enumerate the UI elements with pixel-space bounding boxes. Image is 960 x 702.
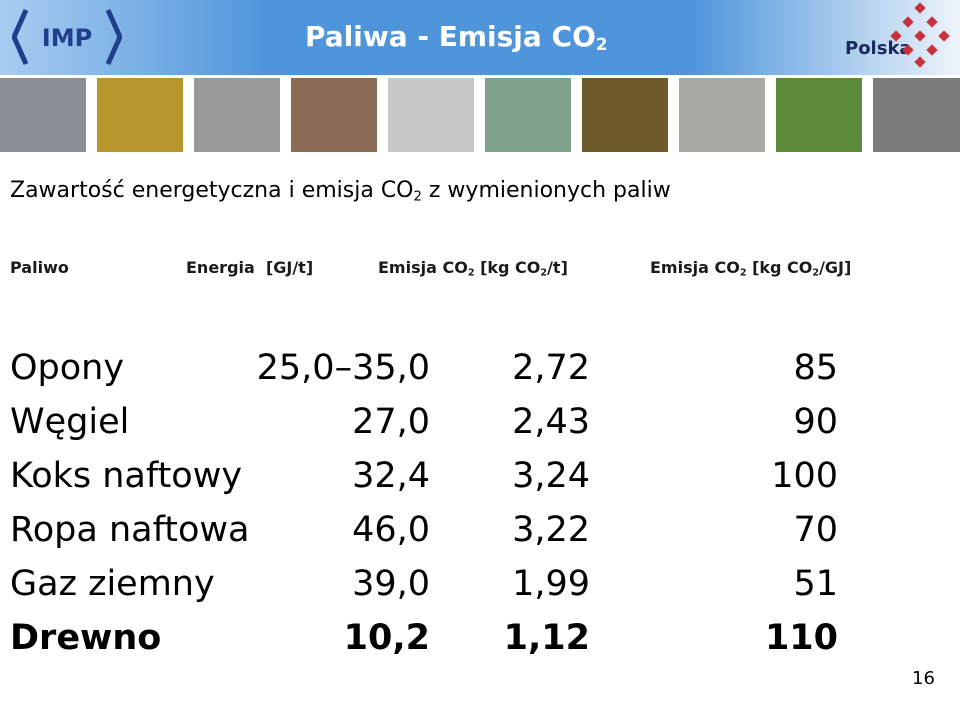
- column-header: Emisja CO2 [kg CO2/GJ]: [650, 258, 851, 278]
- cell-value: 25,0–35,0: [256, 348, 430, 388]
- text: Zawartość energetyczna i emisja CO: [10, 178, 414, 203]
- text: z wymienionych paliw: [421, 178, 671, 203]
- row-label: Koks naftowy: [10, 456, 243, 496]
- photo: [485, 78, 571, 152]
- cell-value: 10,2: [343, 618, 430, 658]
- cell-value: 70: [793, 510, 838, 550]
- subscript: 2: [739, 267, 747, 279]
- subscript: 2: [467, 267, 475, 279]
- subscript: 2: [595, 34, 608, 55]
- page-number: 16: [912, 668, 935, 689]
- cell-value: 46,0: [352, 510, 430, 550]
- title: Paliwa - Emisja CO2: [305, 20, 608, 54]
- cell-value: 51: [793, 564, 838, 604]
- text: /GJ]: [819, 258, 852, 277]
- cell-value: 1,12: [503, 618, 590, 658]
- logo-text: IMP: [42, 24, 92, 52]
- photo: [582, 78, 668, 152]
- cell-value: 90: [793, 402, 838, 442]
- text: [kg CO: [746, 258, 813, 277]
- row-label: Ropa naftowa: [10, 510, 250, 550]
- cell-value: 2,72: [512, 348, 590, 388]
- photo: [873, 78, 960, 152]
- row-label: Węgiel: [10, 402, 130, 442]
- photo: [194, 78, 280, 152]
- photo: [679, 78, 765, 152]
- cell-value: 85: [793, 348, 838, 388]
- cell-value: 1,99: [512, 564, 590, 604]
- row-label: Opony: [10, 348, 125, 388]
- text: Emisja CO: [378, 258, 468, 277]
- cell-value: 110: [764, 618, 838, 658]
- text: /t]: [547, 258, 568, 277]
- row-label: Gaz ziemny: [10, 564, 215, 604]
- photo: [97, 78, 183, 152]
- text: Energia [GJ/t]: [186, 258, 314, 277]
- cell-value: 27,0: [352, 402, 430, 442]
- brand-mark: [890, 2, 950, 68]
- photo: [776, 78, 862, 152]
- text: Paliwa - Emisja CO: [305, 20, 596, 53]
- cell-value: 3,24: [512, 456, 590, 496]
- subscript: 2: [812, 267, 820, 279]
- photo: [291, 78, 377, 152]
- column-header: Paliwo: [10, 258, 69, 277]
- cell-value: 32,4: [352, 456, 430, 496]
- text: [kg CO: [474, 258, 541, 277]
- cell-value: 3,22: [512, 510, 590, 550]
- text: Paliwo: [10, 258, 69, 277]
- header-band: [0, 0, 960, 75]
- cell-value: 100: [771, 456, 838, 496]
- brand: Polska: [845, 38, 912, 59]
- cell-value: 2,43: [512, 402, 590, 442]
- subtitle: Zawartość energetyczna i emisja CO2 z wy…: [10, 178, 671, 204]
- row-label: Drewno: [10, 618, 162, 658]
- photo: [0, 78, 86, 152]
- logo: IMP: [12, 8, 122, 66]
- text: Emisja CO: [650, 258, 740, 277]
- subscript: 2: [413, 189, 422, 205]
- subscript: 2: [540, 267, 548, 279]
- photo: [388, 78, 474, 152]
- cell-value: 39,0: [352, 564, 430, 604]
- column-header: Emisja CO2 [kg CO2/t]: [378, 258, 568, 278]
- column-header: Energia [GJ/t]: [186, 258, 313, 277]
